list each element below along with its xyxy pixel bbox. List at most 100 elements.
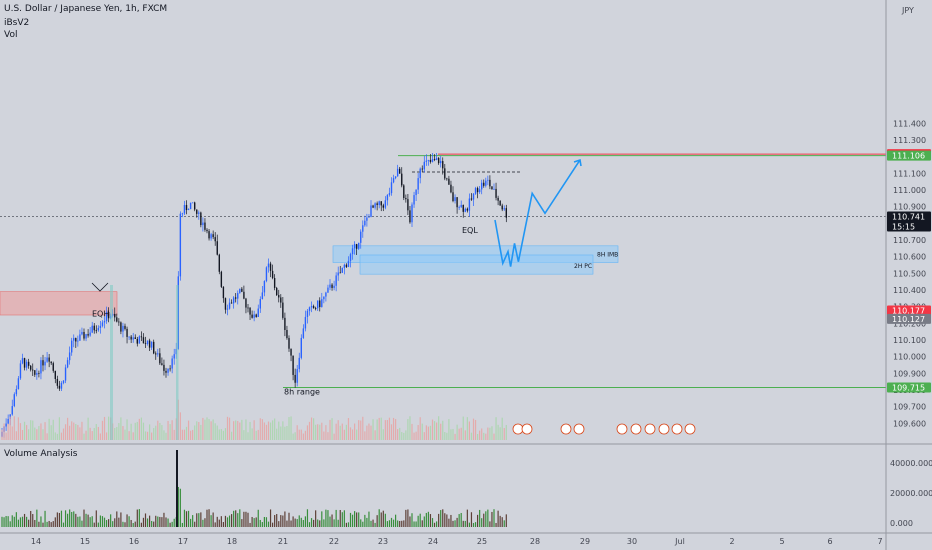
- volume-analysis-bar: [259, 519, 261, 527]
- volume-bar: [448, 419, 450, 440]
- volume-analysis-bar: [26, 516, 28, 527]
- volume-bar: [173, 429, 175, 440]
- candle-body: [241, 288, 243, 292]
- event-icon: [616, 423, 628, 435]
- volume-analysis-bar: [97, 522, 99, 527]
- volume-analysis-bar: [362, 521, 364, 527]
- volume-analysis-bar: [17, 519, 19, 527]
- candle-body: [374, 203, 376, 208]
- volume-analysis-bar: [85, 513, 87, 527]
- volume-bar: [116, 426, 118, 440]
- candle-body: [194, 202, 196, 210]
- volume-bar: [261, 419, 263, 440]
- volume-pane-title[interactable]: Volume Analysis: [4, 449, 78, 459]
- event-icon: [644, 423, 656, 435]
- eqh-marker: [91, 282, 109, 292]
- candle-body: [423, 161, 425, 170]
- candle-body: [140, 336, 143, 338]
- candle-body: [40, 360, 42, 374]
- volume-bar: [499, 427, 501, 440]
- candle-body: [89, 332, 91, 336]
- volume-analysis-bar: [87, 514, 89, 527]
- volume-analysis-bar: [46, 521, 48, 527]
- price-tick-label: 110.200: [893, 319, 926, 328]
- time-tick-label: 5: [779, 537, 784, 546]
- volume-bar: [17, 417, 19, 440]
- volume-analysis-bar: [30, 510, 32, 527]
- volume-bar: [401, 432, 403, 440]
- volume-analysis-bar: [151, 520, 153, 527]
- candle-body: [42, 360, 44, 366]
- volume-analysis-bar: [112, 521, 114, 527]
- volume-bar: [204, 419, 206, 440]
- candle-body: [245, 298, 247, 308]
- volume-analysis-bar: [220, 516, 222, 527]
- candle-body: [294, 374, 296, 383]
- volume-analysis-bar: [374, 522, 376, 527]
- volume-bar: [415, 431, 417, 440]
- candle-body: [257, 308, 259, 317]
- candle-body: [126, 328, 128, 337]
- volume-bar: [444, 432, 446, 440]
- volume-analysis-bar: [36, 509, 38, 527]
- volume-bar: [329, 419, 331, 440]
- symbol-title[interactable]: U.S. Dollar / Japanese Yen, 1h, FXCM: [4, 4, 168, 14]
- candle-body: [386, 194, 389, 201]
- candle-body: [136, 338, 138, 344]
- candle-body: [13, 394, 15, 407]
- volume-bar: [138, 418, 140, 440]
- volume-bar: [235, 420, 237, 440]
- volume-analysis-bar: [329, 516, 331, 527]
- volume-bar: [386, 420, 388, 440]
- volume-analysis-bar: [3, 517, 5, 527]
- volume-bar: [130, 423, 132, 440]
- candle-body: [355, 244, 358, 249]
- event-icon: [671, 423, 683, 435]
- volume-bar: [167, 420, 169, 440]
- candle-body: [360, 231, 362, 243]
- volume-bar: [436, 422, 438, 440]
- volume-bar: [32, 420, 34, 440]
- volume-analysis-bar: [200, 512, 202, 527]
- volume-bar: [446, 432, 448, 440]
- candle-body: [75, 338, 77, 342]
- volume-bar: [85, 430, 87, 440]
- volume-bar: [259, 418, 261, 440]
- candle-body: [419, 168, 421, 179]
- volume-bar: [505, 424, 507, 440]
- volume-analysis-bar: [448, 518, 450, 527]
- volume-bar: [224, 428, 227, 440]
- volume-analysis-bar: [34, 519, 36, 527]
- volume-analysis-bar: [5, 516, 7, 527]
- volume-analysis-bar: [429, 514, 432, 527]
- candle-body: [380, 201, 382, 206]
- volume-bar: [210, 421, 212, 440]
- volume-analysis-bar: [192, 515, 194, 527]
- volume-analysis-bar: [50, 522, 52, 527]
- volume-analysis-bar: [298, 515, 300, 527]
- volume-bar: [370, 425, 372, 440]
- indicator-vol-label[interactable]: Vol: [4, 30, 18, 40]
- candle-body: [165, 370, 167, 373]
- volume-bar: [339, 425, 341, 440]
- candle-body: [50, 361, 52, 364]
- price-tag-label: 109.715: [892, 383, 925, 392]
- candle-body: [19, 363, 22, 379]
- volume-analysis-bar: [282, 515, 284, 527]
- volume-bar: [163, 430, 165, 440]
- volume-bar: [292, 433, 294, 440]
- projection-arrowhead: [573, 158, 582, 167]
- volume-analysis-bar: [456, 517, 458, 527]
- volume-analysis-bar: [196, 513, 198, 527]
- candle-body: [7, 418, 9, 424]
- volume-bar: [5, 432, 7, 440]
- volume-bar: [374, 430, 376, 440]
- volume-bar: [36, 429, 38, 440]
- candle-body: [382, 205, 384, 208]
- indicator-ibsv2-label[interactable]: iBsV2: [4, 18, 30, 28]
- candle-body: [497, 197, 499, 201]
- volume-bar: [466, 417, 468, 440]
- volume-analysis-bar: [323, 519, 325, 527]
- candle-body: [505, 208, 507, 218]
